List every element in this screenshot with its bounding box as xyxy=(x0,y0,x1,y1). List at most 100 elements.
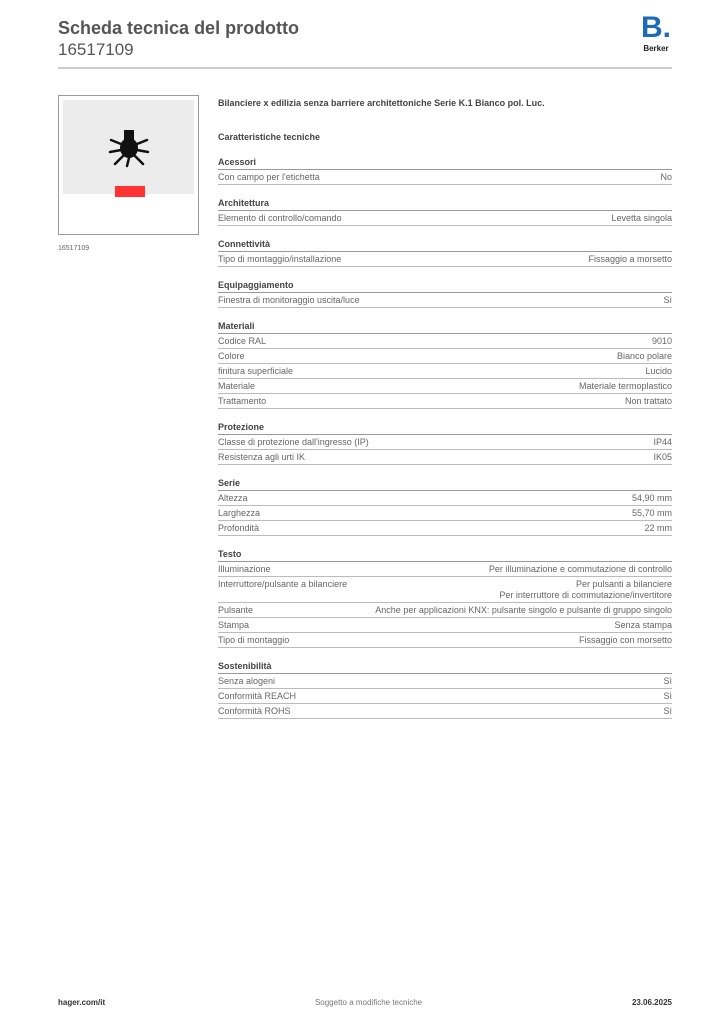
product-code: 16517109 xyxy=(58,40,134,59)
spec-row: Codice RAL 9010 xyxy=(218,334,672,349)
spec-row: Interruttore/pulsante a bilanciere Per pu… xyxy=(218,577,672,603)
image-caption: 16517109 xyxy=(58,245,90,252)
spec-section: Sostenibilità Senza alogeni Sì Conformità R… xyxy=(218,660,672,719)
spec-section: Equipaggiamento Finestra di monitoraggio … xyxy=(218,279,672,308)
berker-logo: B. Berker xyxy=(636,12,676,54)
spec-sections: Acessori Con campo per l'etichetta No Archi… xyxy=(218,156,672,719)
spec-label: Conformità ROHS xyxy=(218,706,291,716)
spec-value: Fissaggio a morsetto xyxy=(588,254,672,264)
section-title: Architettura xyxy=(218,197,672,211)
page-title: Scheda tecnica del prodotto xyxy=(58,18,300,38)
spec-value: Sì xyxy=(663,295,672,305)
spec-value: Sì xyxy=(663,706,672,716)
spec-row: Con campo per l'etichetta No xyxy=(218,170,672,185)
spec-label: Colore xyxy=(218,351,245,361)
section-title: Testo xyxy=(218,548,672,562)
spec-row: Conformità REACH Sì xyxy=(218,689,672,704)
logo-mark: B. xyxy=(641,11,671,44)
spec-value: Anche per applicazioni KNX: pulsante sin… xyxy=(375,605,672,615)
red-indicator-window xyxy=(115,186,145,197)
spec-row: Larghezza 55,70 mm xyxy=(218,506,672,521)
spec-value: IK05 xyxy=(653,452,672,462)
spec-label: Resistenza agli urti IK xyxy=(218,452,306,462)
spec-label: Tipo di montaggio xyxy=(218,635,290,645)
section-title: Acessori xyxy=(218,156,672,170)
spec-value: Per illuminazione e commutazione di cont… xyxy=(488,564,672,574)
spec-row: Finestra di monitoraggio uscita/luce Sì xyxy=(218,293,672,308)
spec-row: Trattamento Non trattato xyxy=(218,394,672,409)
section-title: Protezione xyxy=(218,421,672,435)
spec-value: Materiale termoplastico xyxy=(578,381,672,391)
spec-row: Colore Bianco polare xyxy=(218,349,672,364)
product-image xyxy=(58,95,199,235)
product-photo xyxy=(63,100,194,197)
spec-section: Protezione Classe di protezione dall'ingr… xyxy=(218,421,672,465)
spec-section: Architettura Elemento di controllo/comand… xyxy=(218,197,672,226)
spec-label: Profondità xyxy=(218,523,260,533)
spec-label: Senza alogeni xyxy=(218,676,276,686)
spec-section: Testo Illuminazione Per illuminazione e co… xyxy=(218,548,672,648)
spec-row: Tipo di montaggio Fissaggio con morsetto xyxy=(218,633,672,648)
spec-label: Trattamento xyxy=(218,396,267,406)
spec-row: finitura superficiale Lucido xyxy=(218,364,672,379)
rocker-clip-icon xyxy=(108,130,150,168)
spec-row: Senza alogeni Sì xyxy=(218,674,672,689)
footer-date: 23.06.2025 xyxy=(631,998,672,1007)
spec-value: No xyxy=(660,172,672,182)
spec-value: Per pulsanti a bilanciere Per interrutto… xyxy=(499,579,672,600)
spec-row: Resistenza agli urti IK IK05 xyxy=(218,450,672,465)
spec-label: Materiale xyxy=(218,381,256,391)
spec-value: Non trattato xyxy=(624,396,672,406)
section-title: Equipaggiamento xyxy=(218,279,672,293)
specs-title: Caratteristiche tecniche xyxy=(218,132,321,142)
spec-section: Acessori Con campo per l'etichetta No xyxy=(218,156,672,185)
spec-value: 54,90 mm xyxy=(631,493,672,503)
spec-label: finitura superficiale xyxy=(218,366,294,376)
spec-row: Conformità ROHS Sì xyxy=(218,704,672,719)
spec-label: Finestra di monitoraggio uscita/luce xyxy=(218,295,360,305)
header-divider xyxy=(58,67,672,69)
spec-row: Altezza 54,90 mm xyxy=(218,491,672,506)
logo-name: Berker xyxy=(643,44,669,53)
spec-row: Pulsante Anche per applicazioni KNX: puls… xyxy=(218,603,672,618)
spec-label: Con campo per l'etichetta xyxy=(218,172,320,182)
spec-row: Stampa Senza stampa xyxy=(218,618,672,633)
spec-row: Classe di protezione dall'ingresso (IP) I… xyxy=(218,435,672,450)
footer: hager.com/it Soggetto a modifiche tecnic… xyxy=(58,998,672,1008)
spec-label: Conformità REACH xyxy=(218,691,297,701)
spec-row: Materiale Materiale termoplastico xyxy=(218,379,672,394)
spec-row: Illuminazione Per illuminazione e commuta… xyxy=(218,562,672,577)
spec-row: Elemento di controllo/comando Levetta sin… xyxy=(218,211,672,226)
spec-value: Lucido xyxy=(645,366,672,376)
product-name: Bilanciere x edilizia senza barriere arc… xyxy=(218,98,545,108)
spec-section: Serie Altezza 54,90 mm Larghezza 55,70 mm Pro… xyxy=(218,477,672,536)
spec-label: Classe di protezione dall'ingresso (IP) xyxy=(218,437,369,447)
spec-value: Bianco polare xyxy=(616,351,672,361)
spec-section: Materiali Codice RAL 9010 Colore Bianco pola… xyxy=(218,320,672,409)
spec-value: Fissaggio con morsetto xyxy=(578,635,672,645)
spec-column: Bilanciere x edilizia senza barriere arc… xyxy=(218,96,672,719)
spec-value: Senza stampa xyxy=(614,620,672,630)
spec-label: Pulsante xyxy=(218,605,254,615)
spec-value: 22 mm xyxy=(644,523,672,533)
spec-label: Altezza xyxy=(218,493,248,503)
spec-label: Larghezza xyxy=(218,508,261,518)
spec-label: Illuminazione xyxy=(218,564,271,574)
section-title: Materiali xyxy=(218,320,672,334)
spec-value: Sì xyxy=(663,691,672,701)
spec-label: Stampa xyxy=(218,620,250,630)
spec-value: IP44 xyxy=(653,437,672,447)
footer-website[interactable]: hager.com/it xyxy=(58,998,106,1007)
spec-row: Tipo di montaggio/installazione Fissaggio… xyxy=(218,252,672,267)
footer-note: Soggetto a modifiche tecniche xyxy=(314,998,423,1007)
spec-label: Tipo di montaggio/installazione xyxy=(218,254,342,264)
spec-value: Levetta singola xyxy=(611,213,672,223)
spec-label: Elemento di controllo/comando xyxy=(218,213,342,223)
section-title: Sostenibilità xyxy=(218,660,672,674)
spec-row: Profondità 22 mm xyxy=(218,521,672,536)
spec-value: 9010 xyxy=(651,336,672,346)
spec-label: Codice RAL xyxy=(218,336,267,346)
section-title: Connettività xyxy=(218,238,672,252)
spec-section: Connettività Tipo di montaggio/installazi… xyxy=(218,238,672,267)
